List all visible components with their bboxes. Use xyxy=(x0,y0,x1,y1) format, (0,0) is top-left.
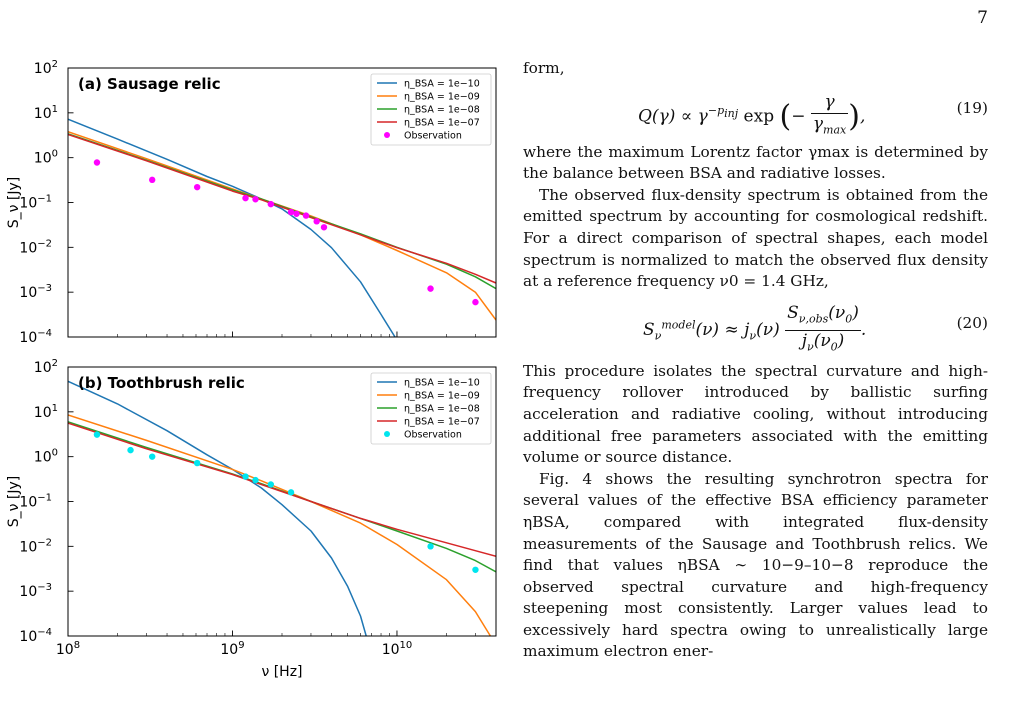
series-group xyxy=(68,118,496,337)
observation-point xyxy=(302,212,310,219)
observation-point xyxy=(320,224,328,231)
series-group xyxy=(68,380,496,636)
y-tick-label: 10−3 xyxy=(19,582,52,600)
y-axis-label: S_ν [Jy] xyxy=(6,177,22,229)
legend-label: η_BSA = 1e−08 xyxy=(404,105,480,116)
legend-box xyxy=(370,372,492,445)
observation-point xyxy=(313,218,320,225)
series-line-1 xyxy=(68,380,367,636)
observation-point xyxy=(267,481,275,488)
series-line-2 xyxy=(68,130,496,321)
paragraph-gamma-max: where the maximum Lorentz factor γmax is… xyxy=(523,142,988,183)
equation-19-number: (19) xyxy=(956,98,988,117)
legend: η_BSA = 1e−10 η_BSA = 1e−09 η_BSA = 1e−08 η… xyxy=(370,73,492,146)
legend-label: Observation xyxy=(404,430,462,441)
y-tick-label: 100 xyxy=(34,448,58,466)
legend-observation-marker xyxy=(384,431,390,437)
series-line-2 xyxy=(68,414,492,636)
legend-label: η_BSA = 1e−10 xyxy=(404,378,480,389)
page-number: 7 xyxy=(977,8,988,28)
chart-panel-a: 102 101 100 10−1 10−2 10−3 10−4 (a) Sausage rel… xyxy=(6,59,497,346)
y-tick-label: 10−1 xyxy=(19,194,52,212)
figure-4: 102 101 100 10−1 10−2 10−3 10−4 (a) Sausage rel… xyxy=(6,59,497,680)
y-tick-label: 10−2 xyxy=(19,238,52,256)
observation-point xyxy=(427,543,434,550)
y-tick-label: 10−2 xyxy=(19,537,52,555)
x-tick-label: 1010 xyxy=(382,640,413,658)
legend-box xyxy=(370,73,492,146)
observation-point xyxy=(148,176,156,184)
observation-point xyxy=(252,476,259,484)
paragraph-procedure: This procedure isolates the spectral cur… xyxy=(523,361,988,467)
legend-observation-marker xyxy=(384,132,390,138)
equation-19: Q(γ) ∝ γ−pinj exp (− γ γmax), (19) xyxy=(638,91,988,137)
x-axis-label: ν [Hz] xyxy=(261,664,302,680)
observation-point xyxy=(93,431,101,438)
observation-point xyxy=(93,159,101,166)
observation-point xyxy=(148,453,156,460)
plot-frame xyxy=(67,366,497,637)
observation-point xyxy=(252,196,259,203)
y-tick-label: 101 xyxy=(34,403,58,421)
legend-label: η_BSA = 1e−10 xyxy=(404,79,480,90)
paragraph-fig4: Fig. 4 shows the resulting synchrotron s… xyxy=(523,469,988,661)
observation-point xyxy=(472,566,479,573)
paragraph-redshift: The observed flux-density spectrum is ob… xyxy=(523,185,988,291)
legend-label: η_BSA = 1e−07 xyxy=(404,118,480,129)
legend-label: η_BSA = 1e−09 xyxy=(404,391,480,402)
observation-point xyxy=(287,208,295,216)
observation-point xyxy=(127,446,134,454)
text-column: form, Q(γ) ∝ γ−pinj exp (− γ γmax), (19) … xyxy=(523,58,988,663)
observation-point xyxy=(472,298,479,306)
y-tick-label: 102 xyxy=(34,59,58,77)
x-tick-label: 109 xyxy=(220,640,244,658)
observation-point xyxy=(293,210,300,217)
equation-20-number: (20) xyxy=(956,313,988,332)
y-tick-label: 10−1 xyxy=(19,493,52,511)
observation-point xyxy=(242,194,249,202)
legend-label: η_BSA = 1e−07 xyxy=(404,417,480,428)
chart-panel-b: 108 109 1010 102 101 100 10−1 10−2 10−3 10−4 (b) T… xyxy=(6,358,497,680)
observation-point xyxy=(427,285,434,292)
y-tick-label: 101 xyxy=(34,104,58,122)
y-tick-label: 100 xyxy=(34,149,58,167)
observation-point xyxy=(287,489,295,496)
observation-point xyxy=(193,183,201,191)
series-line-4 xyxy=(68,422,496,558)
legend-label: η_BSA = 1e−08 xyxy=(404,404,480,415)
observation-point xyxy=(242,473,249,480)
series-line-4 xyxy=(68,133,496,284)
series-line-3 xyxy=(68,133,496,290)
y-tick-label: 10−3 xyxy=(19,283,52,301)
chart-title: (b) Toothbrush relic xyxy=(78,374,245,392)
y-tick-label: 10−4 xyxy=(19,627,52,645)
y-axis-label: S_ν [Jy] xyxy=(6,476,22,528)
chart-title: (a) Sausage relic xyxy=(78,75,221,93)
observation-point xyxy=(267,200,275,208)
y-tick-label: 102 xyxy=(34,358,58,376)
observation-point xyxy=(193,459,201,467)
equation-20: Sνmodel(ν) ≈ jν(ν) Sν,obs(ν0) jν(ν0). (20… xyxy=(643,302,988,354)
plot-frame xyxy=(67,67,497,338)
legend: η_BSA = 1e−10 η_BSA = 1e−09 η_BSA = 1e−08 η… xyxy=(370,372,492,445)
y-tick-label: 10−4 xyxy=(19,328,52,346)
legend-label: η_BSA = 1e−09 xyxy=(404,92,480,103)
form-intro: form, xyxy=(523,59,565,77)
x-tick-label: 108 xyxy=(56,640,80,658)
legend-label: Observation xyxy=(404,131,462,142)
